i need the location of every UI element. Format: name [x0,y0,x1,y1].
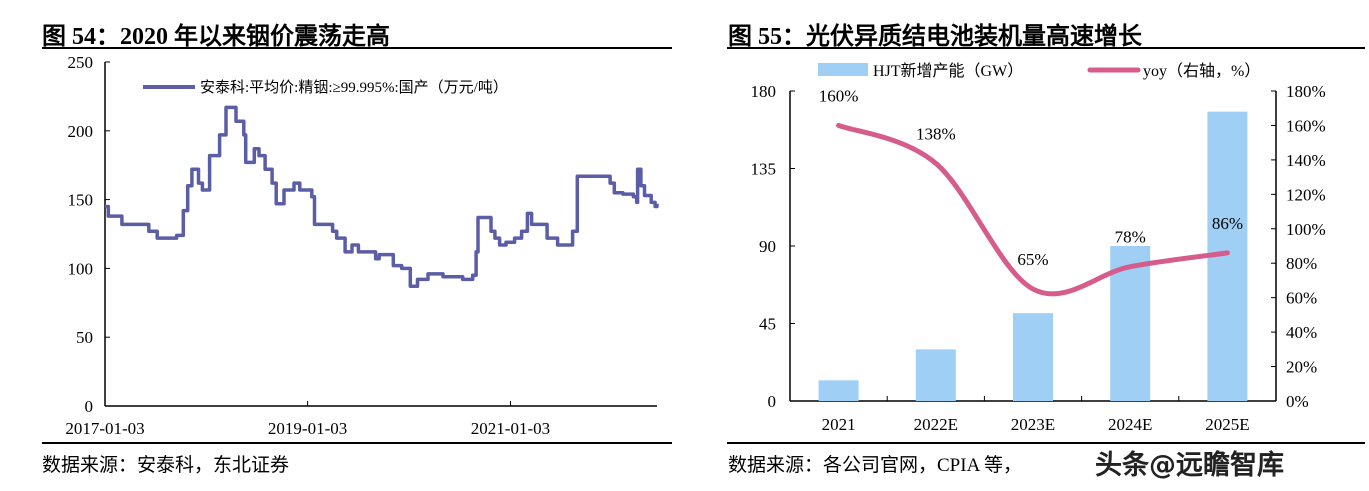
right-axis-tick-label: 160% [1286,116,1326,135]
right-axis-tick-label: 180% [1286,82,1326,101]
x-axis-label: 2023E [1011,415,1055,434]
yoy-data-label: 160% [819,86,859,105]
yoy-line [836,122,1230,297]
left-x-tick-label: 2019-01-03 [268,419,347,438]
bar-legend-label: HJT新增产能（GW） [873,62,1023,80]
left-title-rule [42,47,672,49]
left-x-tick-label: 2021-01-03 [471,419,550,438]
left-axis-tick-label: 180 [751,82,777,101]
x-axis-label: 2022E [914,415,958,434]
left-y-tick-label: 50 [76,328,93,347]
yoy-data-label: 78% [1115,228,1146,247]
x-axis-label: 2025E [1205,415,1249,434]
indium-price-line [105,105,659,289]
line-legend-label: yoy（右轴，%） [1143,62,1260,80]
right-axis-tick-label: 100% [1286,220,1326,239]
capacity-bar [818,380,859,401]
right-title-rule [727,47,1365,49]
right-figure-title: 图 55：光伏异质结电池装机量高速增长 [728,24,1142,50]
left-legend-label: 安泰科:平均价:精铟:≥99.995%:国产（万元/吨） [200,79,508,96]
right-axis-tick-label: 60% [1286,289,1317,308]
right-source-rule [727,442,1365,444]
right-axis-tick-label: 140% [1286,151,1326,170]
left-axis-tick-label: 0 [768,392,777,411]
right-axis-tick-label: 40% [1286,323,1317,342]
x-axis-label: 2024E [1108,415,1152,434]
left-axis-tick-label: 90 [759,237,776,256]
left-y-tick-label: 200 [68,122,94,141]
right-axis-tick-label: 80% [1286,254,1317,273]
yoy-data-label: 138% [916,124,956,143]
right-axis-tick-label: 20% [1286,358,1317,377]
left-y-tick-label: 0 [85,397,94,416]
watermark: 头条@远瞻智库 [1095,450,1284,481]
left-x-tick-label: 2017-01-03 [65,419,144,438]
yoy-data-label: 65% [1017,250,1048,269]
left-source-rule [42,442,672,444]
left-y-tick-label: 150 [68,191,94,210]
x-axis-label: 2021 [822,415,856,434]
left-figure-title: 图 54：2020 年以来铟价震荡走高 [42,24,390,50]
left-y-tick-label: 250 [68,53,94,72]
right-source: 数据来源：各公司官网，CPIA 等， [728,455,1022,476]
yoy-data-label: 86% [1212,214,1243,233]
left-axis-tick-label: 45 [759,315,776,334]
right-axis-tick-label: 0% [1286,392,1309,411]
right-axis-tick-label: 120% [1286,185,1326,204]
left-axis-tick-label: 135 [751,160,777,179]
bar-legend-swatch [818,63,868,76]
capacity-bar [1013,313,1053,401]
capacity-bar [915,349,956,401]
left-y-tick-label: 100 [68,259,94,278]
left-source: 数据来源：安泰科，东北证券 [42,455,290,476]
